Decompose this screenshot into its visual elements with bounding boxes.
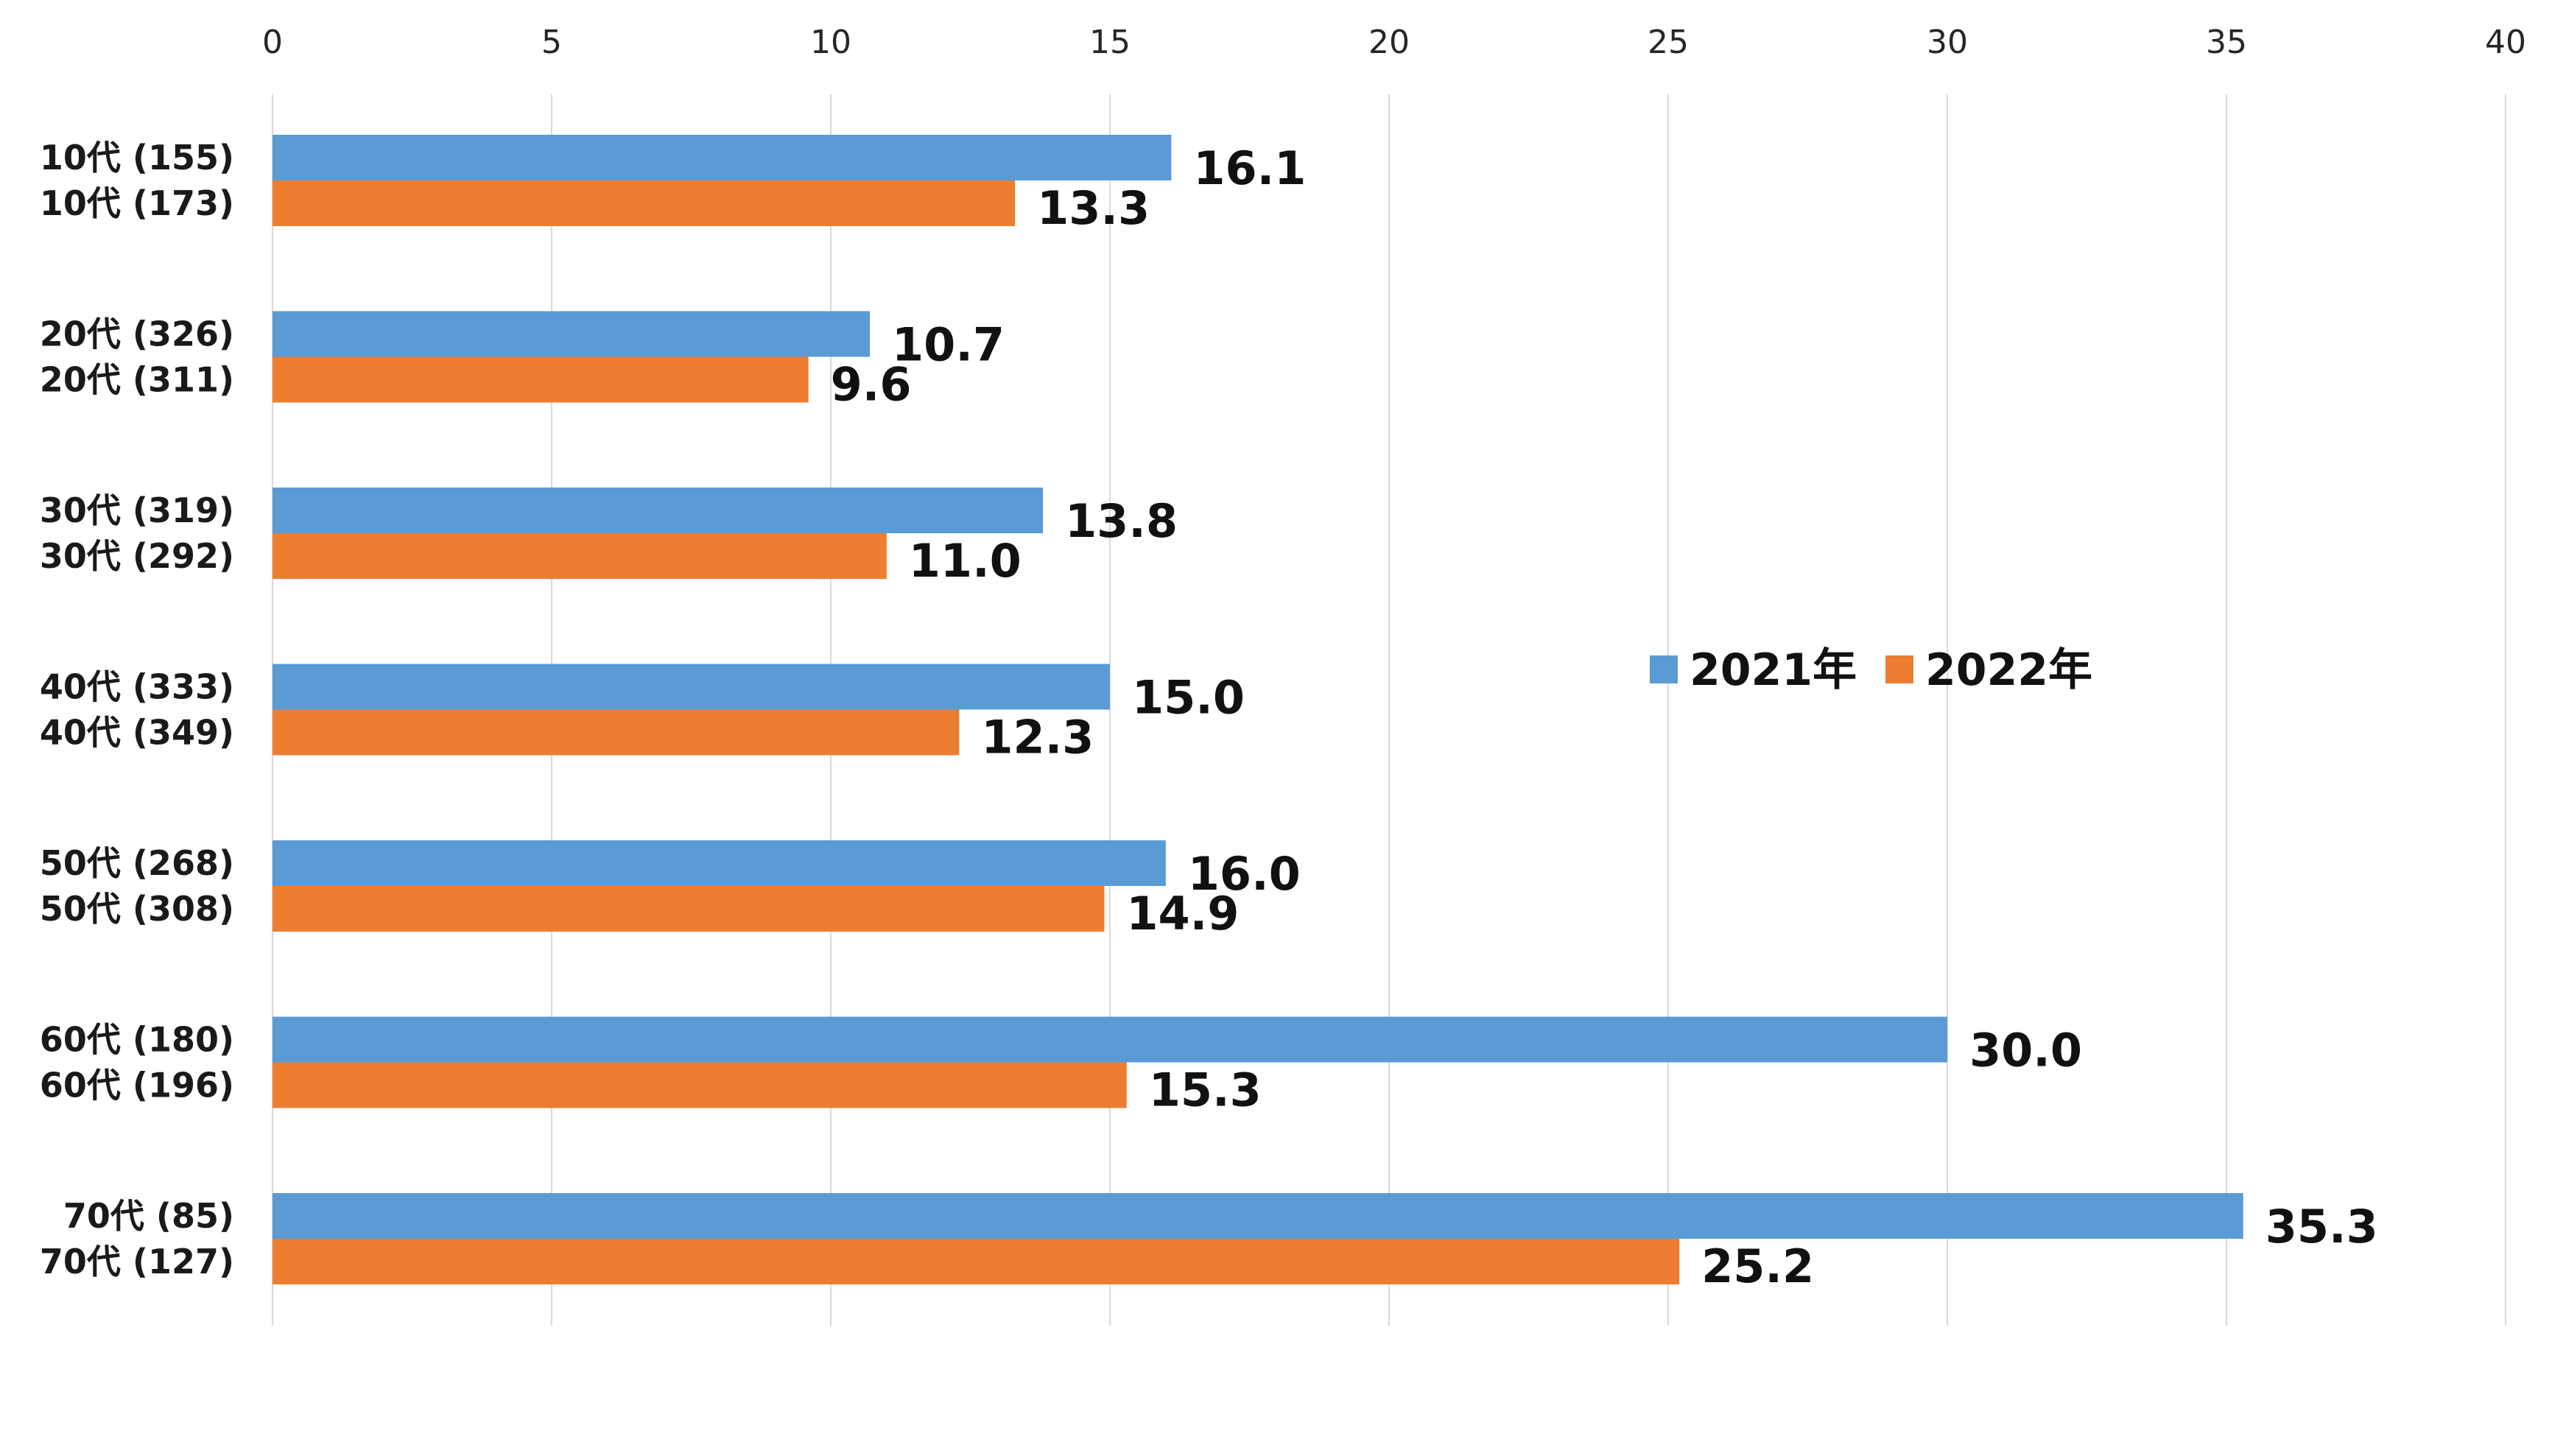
bar-2021	[273, 135, 1172, 180]
legend-label-2021: 2021年	[1690, 644, 1857, 696]
data-label: 9.6	[831, 358, 912, 412]
category-label: 50代 (268)	[40, 843, 234, 883]
category-label: 70代 (127)	[40, 1242, 234, 1281]
x-tick-label: 15	[1089, 24, 1131, 61]
bar-2022	[273, 180, 1016, 226]
data-label: 16.0	[1188, 847, 1301, 901]
x-tick-label: 40	[2485, 24, 2526, 61]
legend-label-2022: 2022年	[1925, 644, 2092, 696]
bar-2022	[273, 1062, 1127, 1108]
category-label: 60代 (196)	[40, 1066, 234, 1105]
category-label: 10代 (155)	[40, 138, 234, 177]
bar-2021	[273, 311, 871, 357]
data-label: 14.9	[1126, 887, 1239, 940]
bar-2022	[273, 709, 960, 756]
data-label: 13.8	[1065, 494, 1178, 548]
category-label: 40代 (349)	[40, 713, 234, 753]
legend-swatch-2022	[1885, 655, 1913, 683]
x-tick-label: 20	[1368, 24, 1410, 61]
data-label: 25.2	[1701, 1239, 1814, 1293]
category-label: 20代 (311)	[40, 360, 234, 400]
data-label: 16.1	[1193, 141, 1306, 195]
data-label: 13.3	[1037, 181, 1150, 235]
bar-2022	[273, 1239, 1680, 1284]
data-label: 30.0	[1969, 1024, 2082, 1077]
category-label: 20代 (326)	[40, 314, 234, 354]
bar-2021	[273, 1193, 2243, 1239]
category-label: 70代 (85)	[63, 1196, 234, 1236]
bar-2021	[273, 488, 1044, 533]
x-tick-label: 35	[2206, 24, 2247, 61]
category-label: 60代 (180)	[40, 1020, 234, 1060]
x-tick-label: 5	[541, 24, 562, 61]
legend-swatch-2021	[1650, 655, 1678, 683]
category-label: 50代 (308)	[40, 889, 234, 929]
bar-2021	[273, 840, 1166, 886]
category-label: 30代 (292)	[40, 536, 234, 576]
data-label: 10.7	[892, 318, 1005, 372]
x-tick-label: 25	[1648, 24, 1689, 61]
data-label: 11.0	[909, 534, 1022, 588]
category-label: 30代 (319)	[40, 490, 234, 530]
data-label: 35.3	[2265, 1200, 2378, 1253]
bar-2021	[273, 1016, 1947, 1063]
bar-2022	[273, 533, 887, 579]
bar-2021	[273, 664, 1110, 710]
data-label: 15.3	[1149, 1063, 1262, 1117]
data-label: 12.3	[981, 711, 1094, 764]
bar-2022	[273, 886, 1105, 932]
data-label: 15.0	[1132, 671, 1245, 725]
bar-2022	[273, 356, 809, 403]
category-label: 40代 (333)	[40, 667, 234, 707]
category-label: 10代 (173)	[40, 183, 234, 223]
x-tick-label: 10	[810, 24, 851, 61]
x-tick-label: 30	[1927, 24, 1968, 61]
x-tick-label: 0	[262, 24, 283, 61]
